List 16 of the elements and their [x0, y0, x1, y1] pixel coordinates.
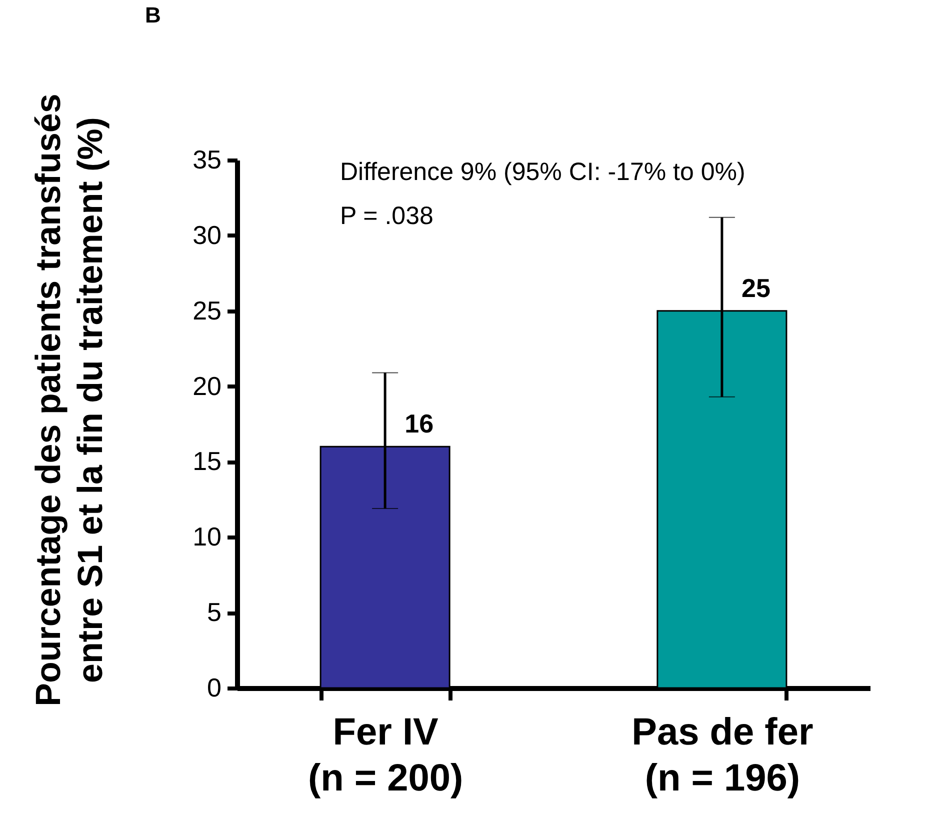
y-tick-label: 10: [192, 522, 222, 552]
y-tick-label: 5: [207, 597, 222, 628]
x-tick-label: Pas de fer (n = 196): [632, 712, 814, 800]
x-tick-label: Fer IV (n = 200): [308, 712, 464, 800]
annotation: P = .038: [340, 202, 434, 230]
data-label: 16: [404, 408, 434, 439]
y-tick-label: 15: [192, 446, 222, 476]
y-tick-label: 30: [192, 220, 222, 250]
annotation: Difference 9% (95% CI: -17% to 0%): [340, 158, 746, 186]
y-tick-label: 35: [192, 144, 222, 174]
chart-title: B: [145, 2, 161, 28]
y-axis-title: Pourcentage des patients transfusés entre S1 et la fin du traitement (%): [29, 94, 110, 706]
y-tick-label: 20: [192, 370, 222, 401]
y-tick-label: 0: [207, 672, 222, 702]
y-tick-label: 25: [192, 295, 222, 326]
data-label: 25: [741, 272, 770, 303]
